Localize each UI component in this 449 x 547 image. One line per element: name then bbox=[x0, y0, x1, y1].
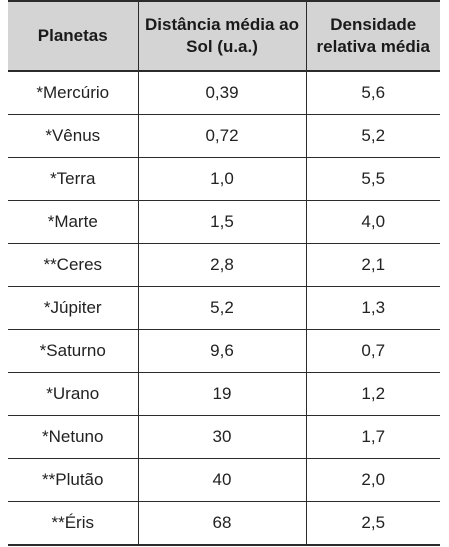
cell-planet: *Saturno bbox=[8, 329, 139, 373]
cell-distance: 9,6 bbox=[137, 329, 307, 373]
cell-planet: *Vênus bbox=[8, 114, 139, 158]
cell-distance: 0,72 bbox=[137, 114, 307, 158]
cell-distance: 0,39 bbox=[137, 71, 307, 115]
cell-planet: *Netuno bbox=[8, 415, 139, 459]
cell-density: 0,7 bbox=[305, 329, 440, 373]
cell-density: 4,0 bbox=[305, 200, 440, 244]
cell-planet: *Terra bbox=[8, 157, 139, 201]
planet-data-table: Planetas Distância média ao Sol (u.a.) D… bbox=[8, 0, 440, 546]
cell-planet: *Júpiter bbox=[8, 286, 139, 330]
table-header-row: Planetas Distância média ao Sol (u.a.) D… bbox=[8, 0, 440, 72]
cell-density: 5,6 bbox=[305, 71, 440, 115]
table-row: *Terra 1,0 5,5 bbox=[8, 157, 440, 201]
table-row: *Saturno 9,6 0,7 bbox=[8, 329, 440, 373]
table-row: *Marte 1,5 4,0 bbox=[8, 200, 440, 244]
table-row: *Mercúrio 0,39 5,6 bbox=[8, 71, 440, 115]
header-relative-density: Densidade relativa média bbox=[305, 0, 440, 72]
planet-table-container: Planetas Distância média ao Sol (u.a.) D… bbox=[8, 0, 440, 546]
header-mean-distance: Distância média ao Sol (u.a.) bbox=[137, 0, 307, 72]
cell-density: 2,0 bbox=[305, 458, 440, 502]
table-row: *Vênus 0,72 5,2 bbox=[8, 114, 440, 158]
cell-density: 2,1 bbox=[305, 243, 440, 287]
cell-density: 5,5 bbox=[305, 157, 440, 201]
table-row: **Éris 68 2,5 bbox=[8, 501, 440, 546]
table-row: *Júpiter 5,2 1,3 bbox=[8, 286, 440, 330]
cell-distance: 2,8 bbox=[137, 243, 307, 287]
cell-planet: **Plutão bbox=[8, 458, 139, 502]
cell-planet: *Marte bbox=[8, 200, 139, 244]
cell-distance: 5,2 bbox=[137, 286, 307, 330]
cell-density: 1,3 bbox=[305, 286, 440, 330]
cell-planet: **Ceres bbox=[8, 243, 139, 287]
table-row: *Netuno 30 1,7 bbox=[8, 415, 440, 459]
cell-density: 1,2 bbox=[305, 372, 440, 416]
cell-distance: 30 bbox=[137, 415, 307, 459]
table-row: **Plutão 40 2,0 bbox=[8, 458, 440, 502]
cell-distance: 68 bbox=[137, 501, 307, 546]
cell-planet: *Urano bbox=[8, 372, 139, 416]
table-row: *Urano 19 1,2 bbox=[8, 372, 440, 416]
cell-density: 2,5 bbox=[305, 501, 440, 546]
cell-planet: **Éris bbox=[8, 501, 139, 546]
cell-distance: 19 bbox=[137, 372, 307, 416]
cell-distance: 1,0 bbox=[137, 157, 307, 201]
cell-distance: 1,5 bbox=[137, 200, 307, 244]
header-planets: Planetas bbox=[8, 0, 139, 72]
cell-planet: *Mercúrio bbox=[8, 71, 139, 115]
cell-density: 5,2 bbox=[305, 114, 440, 158]
cell-density: 1,7 bbox=[305, 415, 440, 459]
cell-distance: 40 bbox=[137, 458, 307, 502]
table-row: **Ceres 2,8 2,1 bbox=[8, 243, 440, 287]
